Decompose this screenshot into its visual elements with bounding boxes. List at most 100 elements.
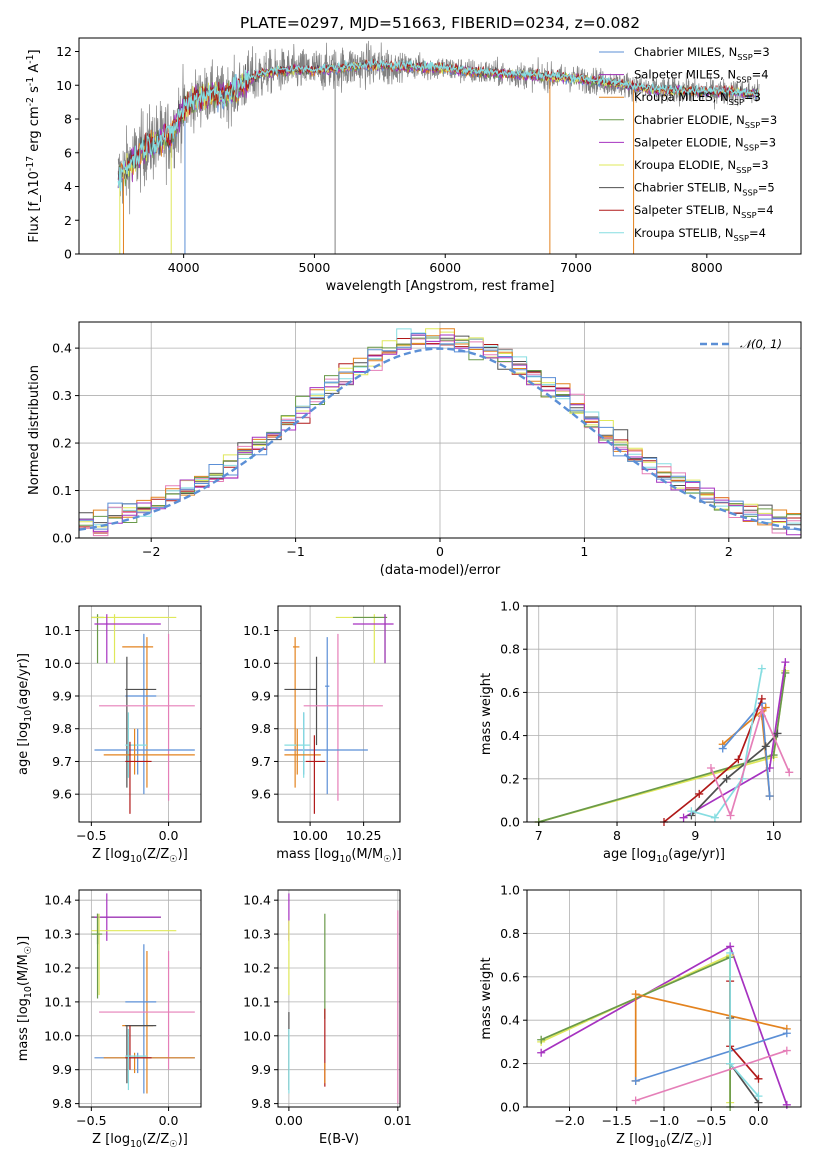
x-tick-label: 10.25 [346,828,382,843]
y-tick-label: 0.0 [52,531,72,546]
x-tick-label: 0.0 [159,1113,179,1128]
mass-weight-marker [782,1029,791,1038]
legend-entry: 𝒩(0, 1) [740,337,782,351]
y-tick-label: 0.3 [52,388,72,403]
y-tick-label: 9.8 [52,721,72,736]
x-axis-label: wavelength [Angstrom, rest frame] [326,279,555,294]
mass_vs_EBV-axes: 0.00 0.01 9.8 9.9 10.0 10.1 10.2 10.3 10.4 E(B-V) [243,889,412,1147]
mass-weight-marker [782,1100,791,1109]
x-axis-label: age [log10​(age/yr)] [603,847,725,865]
y-tick-label: 10.4 [44,893,72,908]
x-axis-label: Z [log10​(Z/Z☉​)] [616,1132,712,1150]
x-axis-label: Z [log10​(Z/Z☉​)] [92,1132,188,1150]
legend-entry: Salpeter ELODIE, NSSP​=3 [634,135,776,152]
axes-frame [78,889,202,1108]
x-axis-label: (data-model)/error [380,563,501,578]
y-tick-label: 10 [56,78,72,93]
x-tick-label: 9 [691,828,699,843]
y-tick-label: 1.0 [500,599,520,614]
y-tick-label: 0.0 [500,815,520,830]
y-tick-label: 10.4 [243,893,271,908]
mass-weight-marker [631,1076,640,1085]
mass-weight-marker [761,742,770,751]
y-tick-label: 9.6 [251,787,271,802]
y-tick-label: 10.3 [44,927,72,942]
mass-weight-marker [726,811,735,820]
y-tick-label: 10.0 [44,1028,72,1043]
age_vs_mass-axes: 10.00 10.25 9.6 9.7 9.8 9.9 10.0 10.1 mass [log1… [243,605,402,865]
y-tick-label: 9.9 [251,1062,271,1077]
y-axis-label: mass weight [479,673,494,755]
legend-entry: Kroupa ELODIE, NSSP​=3 [634,158,769,175]
y-tick-label: 0.6 [500,685,520,700]
mass_vs_Z-plot-area [91,893,195,1094]
residuals-axes: −2 −1 0 1 2 0.0 0.1 0.2 0.3 0.4 (data-model)/error… [27,321,802,578]
mass-weight-marker [785,768,794,777]
mass_weight_vs_age-axes: 7 8 9 10 0.0 0.2 0.4 0.6 0.8 1.0 age [log10​(age/y… [479,599,802,865]
y-tick-label: 6 [64,145,72,160]
mass-weight-marker [718,744,727,753]
mass-weight-marker [757,664,766,673]
axes-frame [277,889,401,1108]
mass_weight_vs_age-plot-area [534,658,794,826]
y-tick-label: 8 [64,112,72,127]
x-axis-label: mass [log10​(M/M☉​)] [276,847,402,865]
age_vs_Z-axes: −0.5 0.0 9.6 9.7 9.8 9.9 10.0 10.1 Z [log10​(Z/Z… [16,605,202,865]
mass_vs_Z-axes: −0.5 0.0 9.8 9.9 10.0 10.1 10.2 10.3 10.4 Z [log1… [16,889,202,1150]
y-tick-label: 10.0 [44,656,72,671]
axes-frame [526,605,802,823]
x-tick-label: 0.0 [749,1113,769,1128]
x-axis-label: E(B-V) [319,1132,359,1147]
mass-weight-marker [757,705,766,714]
mass-weight-marker [695,789,704,798]
y-tick-label: 0.1 [52,483,72,498]
mass-weight-line [691,668,763,819]
mass-weight-marker [782,1046,791,1055]
y-tick-label: 9.8 [251,1096,271,1111]
x-tick-label: 2 [725,544,733,559]
x-tick-label: 0.0 [159,828,179,843]
y-axis-label: mass [log10​(M/M☉​)] [16,936,34,1062]
x-tick-label: 7000 [560,260,592,275]
mass-weight-marker [537,1035,546,1044]
mass-weight-marker [773,729,782,738]
mass-weight-marker [754,1092,763,1101]
mass-weight-marker [726,948,735,957]
y-tick-label: 10.1 [243,994,271,1009]
legend-entry: Chabrier ELODIE, NSSP​=3 [634,113,777,130]
x-tick-label: 7 [535,828,543,843]
mass-weight-marker [687,807,696,816]
mass-weight-marker [710,813,719,822]
mass_vs_EBV-plot-area [288,893,399,1104]
mass-weight-marker [631,990,640,999]
x-tick-label: 0.00 [275,1113,303,1128]
model-line-kroupa-stelib [117,58,759,192]
mass-weight-line [729,1018,760,1104]
residuals-legend: 𝒩(0, 1) [700,337,782,351]
y-axis-label: Flux [f_λ10-17​ erg cm-2​ s-1​ A-1​] [25,49,42,242]
y-tick-label: 0.4 [52,341,72,356]
age_vs_mass-plot-area [284,614,394,814]
y-tick-label: 0.8 [500,926,520,941]
y-tick-label: 10.1 [44,994,72,1009]
mass-weight-line [710,707,791,819]
axes-frame [526,889,802,1108]
spectrum-axes: 4000 5000 6000 7000 8000 0 2 4 6 8 10 12 wavelength … [25,37,802,294]
y-tick-label: 10.3 [243,927,271,942]
x-tick-label: −2.0 [554,1113,584,1128]
x-tick-label: −1.0 [649,1113,679,1128]
mass-weight-marker [726,1059,735,1068]
x-tick-label: 8000 [691,260,723,275]
y-tick-label: 10.1 [243,623,271,638]
mass-weight-marker [679,813,688,822]
y-tick-label: 0.2 [500,771,520,786]
y-tick-label: 0.0 [500,1100,520,1115]
x-tick-label: 0.01 [384,1113,412,1128]
y-tick-label: 0 [64,247,72,262]
legend-entry: Kroupa MILES, NSSP​=3 [634,90,761,107]
y-tick-label: 0.8 [500,642,520,657]
mass-weight-marker [754,1074,763,1083]
y-tick-label: 9.8 [251,721,271,736]
mass-weight-marker [765,792,774,801]
